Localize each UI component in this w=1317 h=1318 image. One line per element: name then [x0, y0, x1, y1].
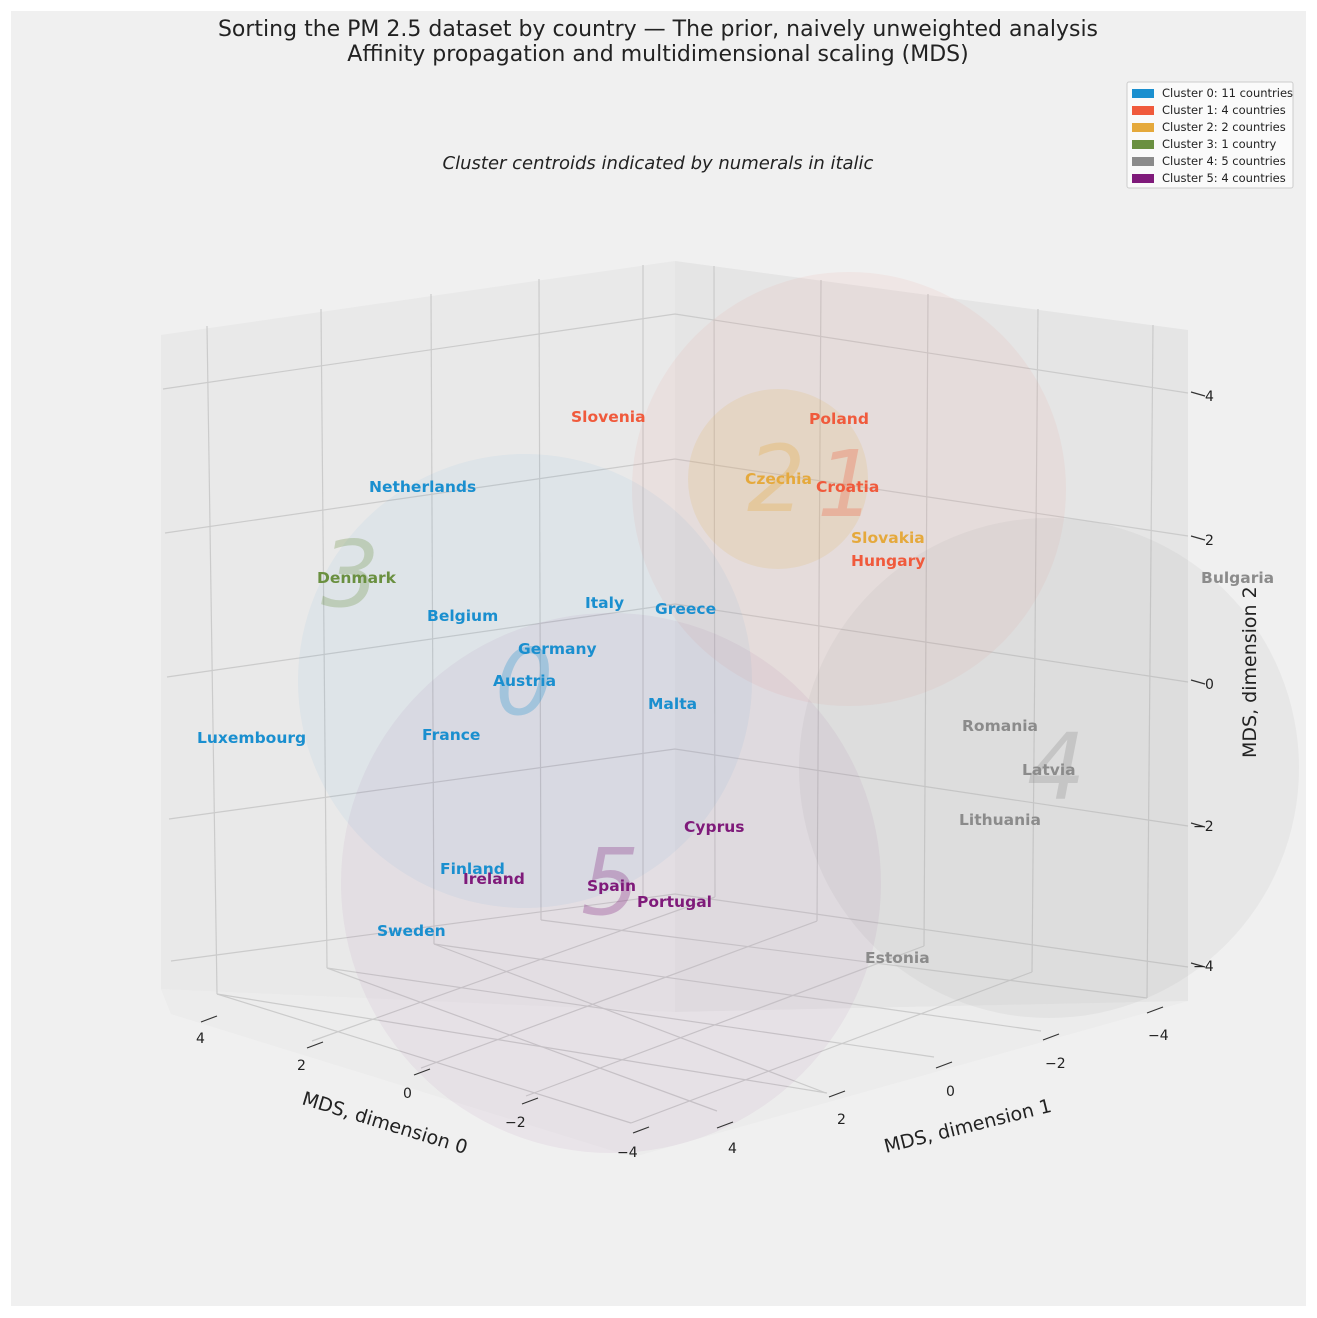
- country-label: Poland: [809, 410, 869, 428]
- legend-swatch: [1132, 106, 1154, 115]
- y-tick-label: −4: [1148, 1028, 1169, 1044]
- country-label: Czechia: [745, 470, 812, 488]
- centroid-numerals: 0 1 2 3 4 5: [321, 426, 1086, 936]
- sphere-cluster-4: [799, 518, 1299, 1018]
- legend-label: Cluster 2: 2 countries: [1162, 120, 1286, 134]
- sphere-cluster-5: [341, 613, 881, 1153]
- legend-swatch: [1132, 140, 1154, 149]
- country-label: Romania: [962, 717, 1038, 735]
- country-label: Austria: [493, 672, 556, 690]
- axis-ticks: 4 2 0 −2 −4 4 2 0 −2 −4 4 2 0 −2 −4: [196, 389, 1214, 1161]
- y-tick-label: 4: [728, 1141, 737, 1157]
- country-label: Greece: [655, 600, 716, 618]
- y-tick-label: 2: [837, 1112, 846, 1128]
- legend-label: Cluster 5: 4 countries: [1162, 171, 1286, 185]
- y-axis-label: MDS, dimension 1: [882, 1095, 1054, 1158]
- country-label: Luxembourg: [197, 729, 306, 747]
- x-tick-label: −2: [505, 1115, 526, 1131]
- z-tick-label: 4: [1205, 389, 1214, 405]
- figure-background: 4 2 0 −2 −4 4 2 0 −2 −4 4 2 0 −2 −4 MDS,…: [11, 11, 1306, 1306]
- chart-subtitle: Affinity propagation and multidimensiona…: [347, 42, 968, 67]
- chart-title: Sorting the PM 2.5 dataset by country — …: [218, 17, 1098, 42]
- legend-label: Cluster 4: 5 countries: [1162, 154, 1286, 168]
- chart-3d: 4 2 0 −2 −4 4 2 0 −2 −4 4 2 0 −2 −4 MDS,…: [161, 17, 1299, 1161]
- country-label: France: [422, 726, 480, 744]
- country-label: Netherlands: [369, 478, 476, 496]
- legend-label: Cluster 1: 4 countries: [1162, 103, 1286, 117]
- legend-swatch: [1132, 89, 1154, 98]
- z-axis-label: MDS, dimension 2: [1239, 586, 1261, 758]
- cluster-spheres: [298, 272, 1299, 1153]
- country-label: Sweden: [377, 922, 446, 940]
- country-label: Spain: [587, 877, 636, 895]
- legend-swatch: [1132, 157, 1154, 166]
- country-label: Bulgaria: [1201, 569, 1274, 587]
- country-label: Slovakia: [851, 529, 925, 547]
- x-tick-label: −4: [617, 1145, 638, 1161]
- country-label: Malta: [648, 695, 697, 713]
- z-tick-label: 0: [1205, 677, 1214, 693]
- country-label: Denmark: [317, 569, 397, 587]
- country-label: Italy: [585, 594, 624, 612]
- country-label: Latvia: [1022, 761, 1076, 779]
- country-label: Belgium: [427, 607, 498, 625]
- sphere-cluster-1: [632, 272, 1066, 706]
- legend-label: Cluster 3: 1 country: [1162, 137, 1276, 151]
- axis-panes: [161, 261, 1188, 1157]
- z-tick-label: −2: [1193, 819, 1214, 835]
- z-tick-label: 2: [1205, 533, 1214, 549]
- x-tick-label: 2: [297, 1058, 306, 1074]
- country-label: Cyprus: [684, 818, 744, 836]
- legend-swatch: [1132, 123, 1154, 132]
- country-label: Portugal: [637, 893, 712, 911]
- sphere-cluster-0: [298, 454, 752, 908]
- centroid-0: 0: [495, 629, 554, 736]
- country-label: Hungary: [851, 552, 925, 570]
- centroid-3: 3: [321, 521, 380, 628]
- legend: Cluster 0: 11 countries Cluster 1: 4 cou…: [1126, 81, 1294, 189]
- country-label: Slovenia: [571, 408, 646, 426]
- country-label: Lithuania: [959, 811, 1041, 829]
- country-label: Croatia: [816, 478, 879, 496]
- x-tick-label: 4: [196, 1031, 205, 1047]
- y-tick-label: 0: [946, 1084, 955, 1100]
- legend-swatch: [1132, 174, 1154, 183]
- z-tick-label: −4: [1193, 959, 1214, 975]
- sphere-cluster-2: [688, 389, 868, 569]
- centroid-5: 5: [581, 829, 640, 936]
- country-labels: Slovenia Poland Croatia Hungary Czechia …: [197, 408, 1274, 967]
- x-tick-label: 0: [403, 1086, 412, 1102]
- country-label: Ireland: [463, 870, 525, 888]
- country-label: Germany: [518, 640, 597, 658]
- legend-label: Cluster 0: 11 countries: [1162, 86, 1293, 100]
- country-label: Finland: [440, 860, 505, 878]
- centroid-4: 4: [1027, 714, 1086, 821]
- chart-annotation: Cluster centroids indicated by numerals …: [443, 153, 874, 174]
- centroid-1: 1: [817, 431, 876, 538]
- country-label: Estonia: [865, 949, 930, 967]
- centroid-2: 2: [747, 426, 806, 533]
- grid-lines: [162, 265, 1189, 1124]
- y-tick-label: −2: [1045, 1056, 1066, 1072]
